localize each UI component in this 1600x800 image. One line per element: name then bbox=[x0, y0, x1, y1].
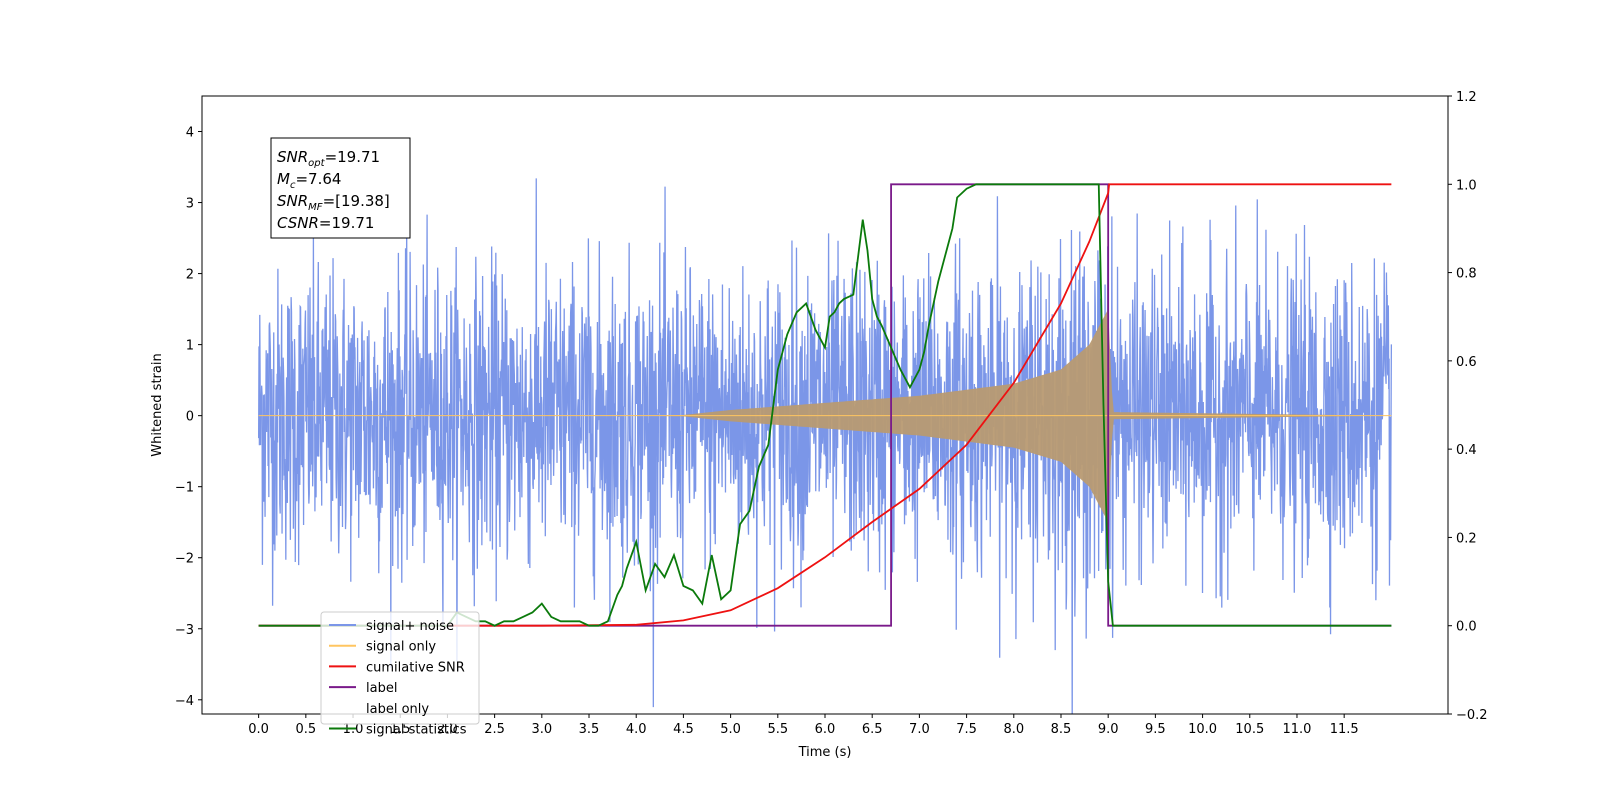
series-layer bbox=[257, 178, 1393, 714]
x-tick-label: 0.5 bbox=[295, 722, 316, 737]
y-tick-label: −2 bbox=[175, 552, 194, 567]
y-tick-label: 4 bbox=[186, 126, 194, 141]
x-tick-label: 8.5 bbox=[1051, 722, 1072, 737]
x-tick-label: 10.5 bbox=[1235, 722, 1264, 737]
y2-tick-label: 0.6 bbox=[1456, 355, 1477, 370]
y2-tick-label: 0.8 bbox=[1456, 267, 1477, 282]
x-tick-label: 7.0 bbox=[909, 722, 930, 737]
x-tick-label: 11.5 bbox=[1330, 722, 1359, 737]
x-tick-label: 8.0 bbox=[1003, 722, 1024, 737]
x-tick-label: 2.0 bbox=[437, 722, 458, 737]
x-tick-label: 6.5 bbox=[862, 722, 883, 737]
x-axis: 0.00.51.01.52.02.53.03.54.04.55.05.56.06… bbox=[248, 714, 1359, 737]
series-signal-statistics bbox=[258, 183, 1392, 627]
legend-signal-only-text: signal only bbox=[366, 640, 436, 655]
y-tick-label: 1 bbox=[186, 339, 194, 354]
y-tick-label: −4 bbox=[175, 694, 194, 709]
y-tick-label: 3 bbox=[186, 197, 194, 212]
x-tick-label: 11.0 bbox=[1282, 722, 1311, 737]
legend-label-text: label bbox=[366, 681, 397, 696]
y2-tick-label: −0.2 bbox=[1456, 708, 1488, 723]
x-axis-label: Time (s) bbox=[798, 745, 852, 760]
x-tick-label: 3.5 bbox=[579, 722, 600, 737]
x-tick-label: 7.5 bbox=[956, 722, 977, 737]
annotation-line: SNRMF=[19.38] bbox=[277, 192, 390, 213]
y-axis-label: Whitened strain bbox=[150, 353, 165, 456]
legend-label-only-text: label only bbox=[366, 702, 429, 717]
y-tick-label: 0 bbox=[186, 410, 194, 425]
x-tick-label: 5.0 bbox=[720, 722, 741, 737]
x-tick-label: 0.0 bbox=[248, 722, 269, 737]
x-tick-label: 9.0 bbox=[1098, 722, 1119, 737]
x-tick-label: 2.5 bbox=[484, 722, 505, 737]
x-tick-label: 5.5 bbox=[767, 722, 788, 737]
annotation-box: SNRopt=19.71Mc=7.64SNRMF=[19.38]CSNR=19.… bbox=[270, 137, 411, 239]
legend: signal+ noise signal only cumilative SNR la… bbox=[320, 611, 480, 738]
x-tick-label: 6.0 bbox=[815, 722, 836, 737]
annotation-line: SNRopt=19.71 bbox=[277, 148, 380, 169]
x-tick-label: 4.0 bbox=[626, 722, 647, 737]
x-tick-label: 4.5 bbox=[673, 722, 694, 737]
y-tick-label: −1 bbox=[175, 481, 194, 496]
y-tick-label: −3 bbox=[175, 623, 194, 638]
legend-signal-noise-text: signal+ noise bbox=[366, 619, 454, 634]
series-signal-noise bbox=[257, 178, 1393, 714]
x-tick-label: 9.5 bbox=[1145, 722, 1166, 737]
y-axis-right: −0.2 0.0 0.2 0.4 0.6 0.8 1.0 1.2 bbox=[1448, 90, 1488, 723]
x-tick-label: 1.5 bbox=[390, 722, 411, 737]
y2-tick-label: 0.4 bbox=[1456, 443, 1477, 458]
y2-tick-label: 0.0 bbox=[1456, 620, 1477, 635]
y2-tick-label: 1.0 bbox=[1456, 178, 1477, 193]
legend-frame bbox=[320, 611, 480, 725]
annotation-line: CSNR=19.71 bbox=[277, 214, 374, 232]
annotation-frame bbox=[270, 137, 411, 239]
x-tick-label: 10.0 bbox=[1188, 722, 1217, 737]
x-tick-label: 3.0 bbox=[531, 722, 552, 737]
y2-tick-label: 1.2 bbox=[1456, 90, 1477, 105]
y2-tick-label: 0.2 bbox=[1456, 531, 1477, 546]
legend-cumulative-snr-text: cumilative SNR bbox=[366, 660, 465, 675]
y-tick-label: 2 bbox=[186, 268, 194, 283]
y-axis-left: −4 −3 −2 −1 0 1 2 3 4 bbox=[175, 126, 202, 709]
annotation-line: Mc=7.64 bbox=[277, 170, 341, 191]
legend-signal-statistics-text: signal statistics bbox=[366, 723, 467, 738]
